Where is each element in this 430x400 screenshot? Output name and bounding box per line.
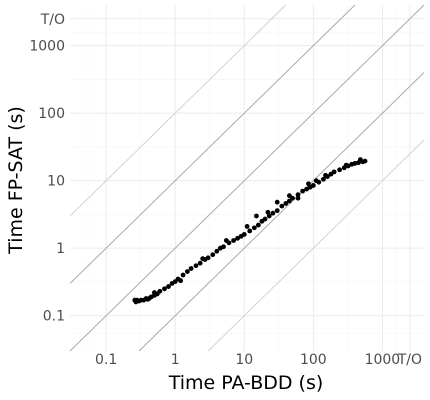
data-point: [362, 158, 368, 164]
y-axis-title: Time FP-SAT (s): [5, 106, 27, 255]
data-point: [331, 169, 337, 175]
x-axis-title: Time PA-BDD (s): [168, 372, 324, 394]
data-point: [321, 176, 326, 182]
data-point: [166, 284, 171, 289]
reference-line: [69, 4, 356, 284]
reference-line: [69, 4, 425, 352]
x-tick-label: 10: [235, 352, 253, 368]
data-point: [304, 186, 310, 192]
y-tick-label: 10: [47, 174, 65, 190]
data-point: [241, 232, 247, 237]
y-tick-label: 1000: [29, 39, 65, 55]
y-tick-label: T/O: [40, 12, 65, 28]
reference-line: [138, 72, 425, 352]
data-point: [184, 269, 190, 274]
data-point: [254, 213, 259, 219]
data-point: [270, 210, 276, 216]
data-point: [151, 290, 157, 295]
data-point: [200, 256, 206, 262]
data-point: [313, 178, 319, 184]
data-point: [231, 238, 236, 243]
data-point: [300, 188, 306, 194]
reference-line: [207, 139, 425, 352]
data-point: [295, 192, 301, 198]
y-tick-label: 100: [38, 106, 65, 122]
data-point: [286, 198, 292, 204]
data-point: [223, 238, 229, 243]
data-point: [323, 172, 328, 178]
data-point: [255, 222, 261, 228]
data-point: [214, 248, 220, 254]
data-point: [295, 195, 301, 201]
data-point: [210, 252, 216, 258]
data-point: [274, 208, 280, 214]
data-points: [132, 157, 368, 305]
data-point: [205, 255, 211, 261]
x-tick-label: T/O: [397, 352, 422, 368]
data-point: [279, 203, 285, 209]
data-point: [337, 167, 343, 173]
data-point: [262, 216, 268, 222]
data-point: [310, 183, 316, 188]
data-point: [193, 263, 199, 269]
data-point: [265, 209, 271, 215]
data-point: [235, 235, 240, 241]
data-point: [274, 199, 280, 205]
reference-line: [69, 4, 287, 217]
data-point: [306, 181, 311, 187]
reference-lines: [69, 4, 425, 352]
data-point: [157, 288, 163, 294]
data-point: [221, 244, 226, 250]
data-point: [180, 272, 186, 278]
x-tick-label: 1: [171, 352, 180, 368]
data-point: [247, 228, 253, 234]
data-point: [178, 278, 184, 284]
data-point: [283, 201, 289, 206]
data-point: [266, 213, 272, 219]
data-point: [343, 162, 349, 168]
x-tick-label: 100: [300, 352, 327, 368]
data-point: [286, 193, 292, 199]
y-tick-label: 1: [56, 241, 65, 257]
y-tick-label: 0.1: [43, 309, 65, 325]
data-point: [244, 224, 250, 229]
data-point: [188, 266, 194, 271]
y-axis-ticks: 0.1 1 10 100 1000 T/O: [29, 12, 65, 325]
data-point: [197, 260, 203, 266]
data-point: [162, 286, 167, 292]
data-point: [357, 157, 363, 163]
x-tick-label: 0.1: [95, 352, 117, 368]
grid: [70, 5, 424, 351]
x-tick-label: 1000: [365, 352, 401, 368]
data-point: [251, 225, 257, 231]
